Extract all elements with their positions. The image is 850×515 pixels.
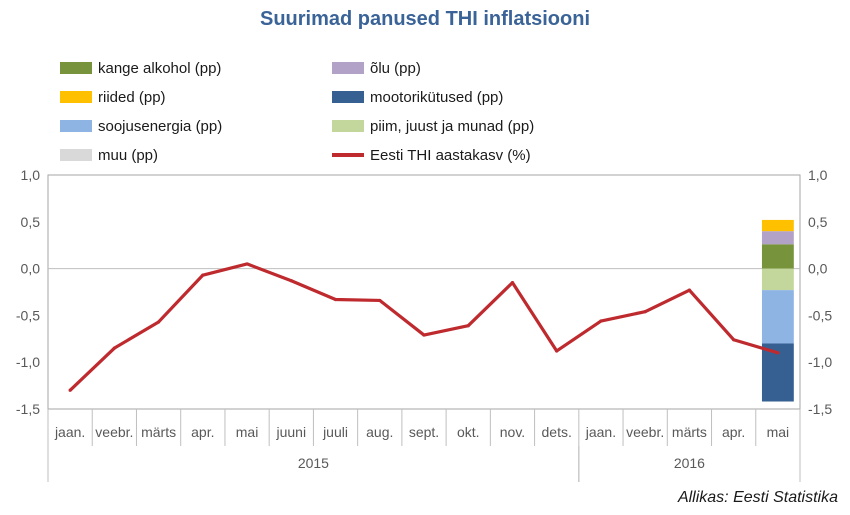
line-point <box>687 288 692 292</box>
x-tick-label: nov. <box>500 424 525 440</box>
legend-item: õlu (pp) <box>332 58 421 78</box>
x-tick-label: jaan. <box>585 424 616 440</box>
legend-label: muu (pp) <box>98 146 159 164</box>
y-tick-label-right: -1,5 <box>808 401 832 417</box>
line-point <box>156 320 161 324</box>
line-point <box>289 279 293 283</box>
legend-item: muu (pp) <box>60 145 158 165</box>
year-label: 2016 <box>674 455 705 471</box>
y-tick-label-left: 0,0 <box>21 261 41 277</box>
legend-label: mootorikütused (pp) <box>370 88 504 106</box>
x-tick-label: veebr. <box>95 424 133 440</box>
legend-swatch <box>60 120 92 132</box>
year-label: 2015 <box>298 455 329 471</box>
y-tick-label-right: -0,5 <box>808 307 832 323</box>
line-point <box>68 388 72 392</box>
bar-segment <box>761 231 794 245</box>
y-tick-label-left: 0,5 <box>21 214 41 230</box>
line-point <box>245 262 249 266</box>
legend-label: riided (pp) <box>98 88 166 106</box>
legend-swatch <box>60 91 92 103</box>
legend-item: kange alkohol (pp) <box>60 58 221 78</box>
x-tick-label: sept. <box>409 424 439 440</box>
legend-swatch <box>332 153 364 157</box>
legend-item: soojusenergia (pp) <box>60 116 222 136</box>
legend-label: soojusenergia (pp) <box>98 117 223 135</box>
y-tick-label-left: -1,5 <box>16 401 40 417</box>
line-point <box>333 297 338 302</box>
y-tick-label-left: -1,0 <box>16 354 40 370</box>
x-tick-label: veebr. <box>626 424 664 440</box>
line-point <box>732 338 736 342</box>
legend-label: piim, juust ja munad (pp) <box>370 117 535 135</box>
bar-segment <box>761 219 794 232</box>
legend-swatch <box>60 62 92 74</box>
line-point <box>378 298 382 303</box>
legend-item: mootorikütused (pp) <box>332 87 503 107</box>
chart-title: Suurimad panused THI inflatsiooni <box>259 8 591 30</box>
source-note: Allikas: Eesti Statistika <box>677 489 838 506</box>
line-point <box>599 319 603 323</box>
x-tick-label: märts <box>141 424 176 440</box>
bar-segment <box>761 268 794 291</box>
legend-label: õlu (pp) <box>370 59 421 77</box>
x-tick-label: apr. <box>191 424 214 440</box>
line-point <box>555 349 559 353</box>
legend-item: piim, juust ja munad (pp) <box>332 116 534 136</box>
legend-swatch <box>332 91 364 103</box>
bar-segment <box>761 290 794 344</box>
bar-segment <box>761 244 794 269</box>
y-tick-label-left: -0,5 <box>16 307 40 323</box>
x-tick-label: apr. <box>722 424 745 440</box>
x-tick-label: märts <box>672 424 707 440</box>
line-point <box>510 281 515 285</box>
x-tick-label: aug. <box>366 424 393 440</box>
line-point <box>466 324 470 328</box>
x-tick-label: okt. <box>457 424 480 440</box>
legend-label: Eesti THI aastakasv (%) <box>370 146 531 164</box>
legend-item: riided (pp) <box>60 87 166 107</box>
plot-frame <box>47 174 801 410</box>
x-tick-label: dets. <box>542 424 572 440</box>
line-series <box>69 262 779 392</box>
y-tick-label-right: 1,0 <box>808 167 828 183</box>
legend-label: kange alkohol (pp) <box>98 59 222 77</box>
x-tick-label: mai <box>767 424 790 440</box>
x-tick-label: juuni <box>275 424 306 440</box>
legend-swatch <box>60 149 92 161</box>
line-point <box>422 333 426 337</box>
legend-item: Eesti THI aastakasv (%) <box>332 145 531 165</box>
y-tick-label-right: -1,0 <box>808 354 832 370</box>
line-point <box>776 351 780 355</box>
y-tick-label-left: 1,0 <box>21 167 41 183</box>
legend-swatch <box>332 120 364 132</box>
x-tick-label: jaan. <box>54 424 85 440</box>
line-point <box>112 346 116 350</box>
x-tick-label: mai <box>236 424 259 440</box>
y-tick-label-right: 0,0 <box>808 261 828 277</box>
legend-swatch <box>332 62 364 74</box>
x-tick-label: juuli <box>322 424 348 440</box>
line-point <box>201 273 205 277</box>
line-point <box>643 310 647 314</box>
y-tick-label-right: 0,5 <box>808 214 828 230</box>
